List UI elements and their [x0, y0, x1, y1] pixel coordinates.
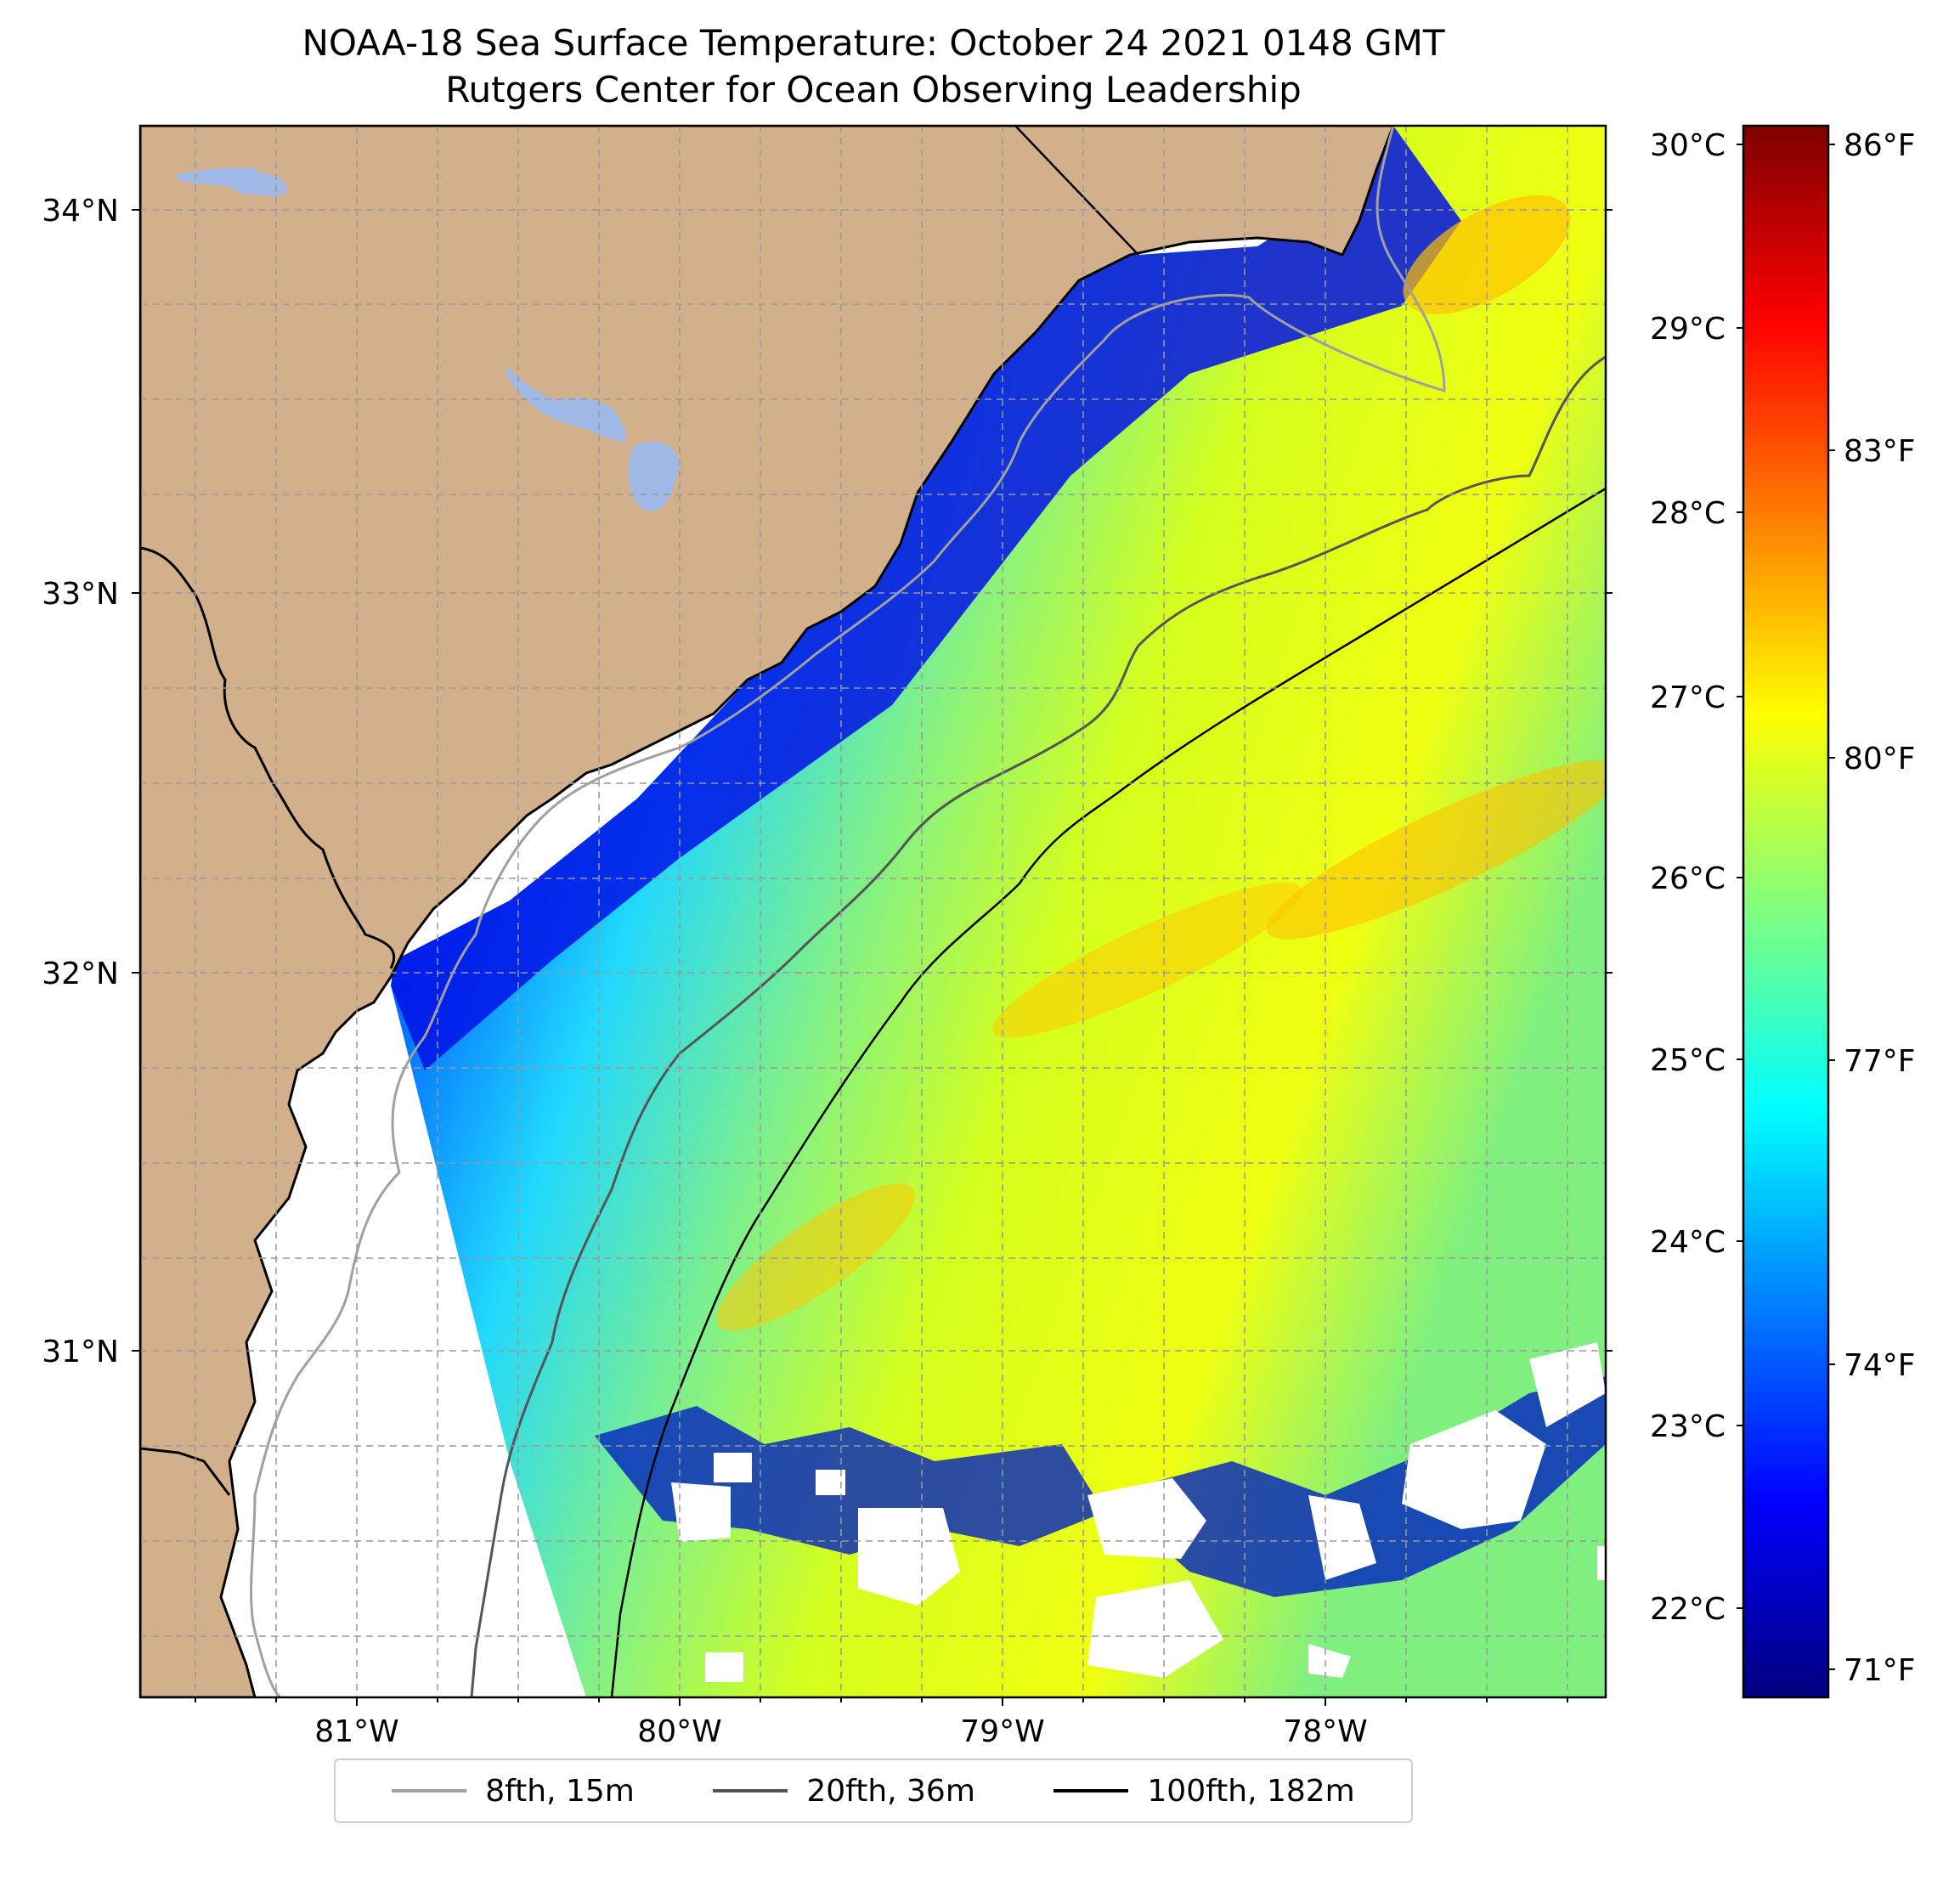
colorbar-f-74: 74°F [1844, 1348, 1916, 1383]
lon-label-81: 81°W [314, 1714, 398, 1749]
colorbar-c-28: 28°C [1650, 496, 1726, 531]
cloud-gaps [595, 1342, 1606, 1682]
colorbar-c-29: 29°C [1650, 312, 1726, 347]
colorbar-f-80: 80°F [1844, 742, 1916, 776]
colorbar-c-26: 26°C [1650, 861, 1726, 896]
lake [506, 365, 627, 442]
warm-streak [992, 882, 1302, 1038]
colorbar-c-30: 30°C [1650, 128, 1726, 163]
legend-label-8fth: 8fth, 15m [485, 1773, 635, 1809]
lat-label-32: 32°N [42, 957, 119, 991]
lon-label-80: 80°W [637, 1714, 721, 1749]
legend-swatch-8fth [392, 1789, 467, 1792]
lat-label-34: 34°N [42, 194, 119, 229]
sst-swath [391, 126, 1606, 1697]
map-subtitle: Rutgers Center for Ocean Observing Leade… [445, 69, 1302, 110]
legend-item-100fth: 100fth, 182m [1053, 1773, 1355, 1809]
colorbar-c-25: 25°C [1650, 1043, 1726, 1078]
colorbar-f-83: 83°F [1844, 434, 1916, 469]
colorbar-f-71: 71°F [1844, 1653, 1916, 1688]
state-border [140, 1447, 231, 1496]
lon-ticks [195, 1697, 1568, 1706]
warm-streak [1266, 759, 1606, 940]
lon-label-78: 78°W [1283, 1714, 1367, 1749]
map-panel [140, 126, 1606, 1697]
colorbar [1742, 124, 1830, 1699]
warm-streak [1403, 195, 1571, 314]
cool-nearshore-water [391, 126, 1461, 1070]
legend-swatch-100fth [1053, 1789, 1129, 1792]
legend-label-20fth: 20fth, 36m [806, 1773, 975, 1809]
contour-20fth [470, 355, 1606, 1697]
lon-label-79: 79°W [960, 1714, 1044, 1749]
legend-item-8fth: 8fth, 15m [392, 1774, 635, 1809]
colorbar-c-23: 23°C [1650, 1409, 1726, 1444]
colorbar-c-24: 24°C [1650, 1225, 1726, 1260]
contour-100fth [610, 487, 1606, 1697]
state-border [1014, 126, 1139, 256]
lat-label-31: 31°N [42, 1335, 119, 1369]
colorbar-f-77: 77°F [1844, 1044, 1916, 1079]
colorbar-ticks [1737, 144, 1835, 1670]
colorbar-c-27: 27°C [1650, 680, 1726, 715]
lat-ticks [132, 209, 1613, 1352]
map-frame [138, 124, 1607, 1699]
colorbar-c-22: 22°C [1650, 1592, 1726, 1627]
lake [174, 167, 288, 197]
legend-swatch-20fth [713, 1789, 788, 1792]
legend-item-20fth: 20fth, 36m [713, 1774, 975, 1809]
land-mass [140, 126, 1395, 1697]
warm-streak [716, 1183, 915, 1331]
gridlines [140, 126, 1606, 1697]
lake [628, 442, 680, 511]
colorbar-f-86: 86°F [1844, 128, 1916, 163]
legend-label-100fth: 100fth, 182m [1147, 1773, 1355, 1809]
map-title: NOAA-18 Sea Surface Temperature: October… [302, 22, 1445, 64]
lat-label-33: 33°N [42, 577, 119, 612]
contour-legend: 8fth, 15m 20fth, 36m 100fth, 182m [334, 1759, 1413, 1823]
